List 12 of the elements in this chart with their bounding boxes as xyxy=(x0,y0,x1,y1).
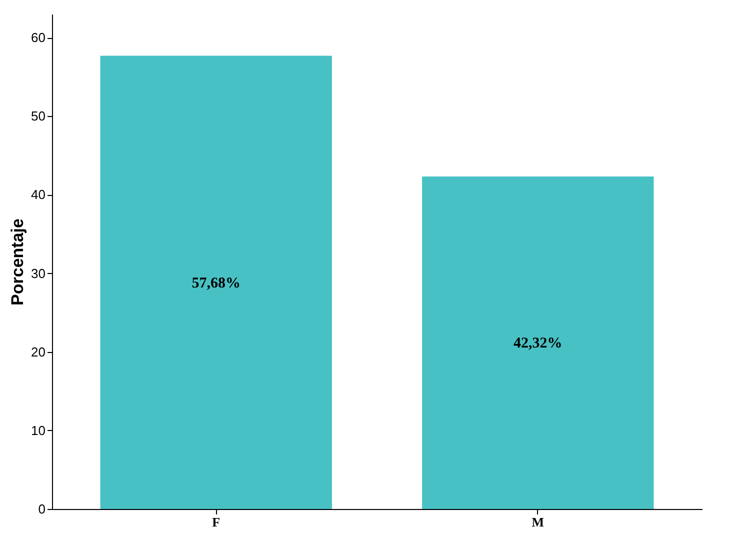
y-tick-label: 60 xyxy=(31,30,46,46)
y-tick-label: 50 xyxy=(31,108,46,124)
y-axis-title: Porcentaje xyxy=(8,218,28,306)
x-tick-label: F xyxy=(212,514,220,530)
y-tick-label: 10 xyxy=(31,422,46,438)
y-tick-label: 40 xyxy=(31,187,46,202)
y-tick-label: 20 xyxy=(31,344,46,360)
y-tick-label: 30 xyxy=(31,266,46,281)
data-label: 42,32% xyxy=(514,336,562,352)
data-label: 57,68% xyxy=(192,275,240,292)
x-tick-label: M xyxy=(532,514,544,530)
y-tick-label: 0 xyxy=(38,502,46,516)
